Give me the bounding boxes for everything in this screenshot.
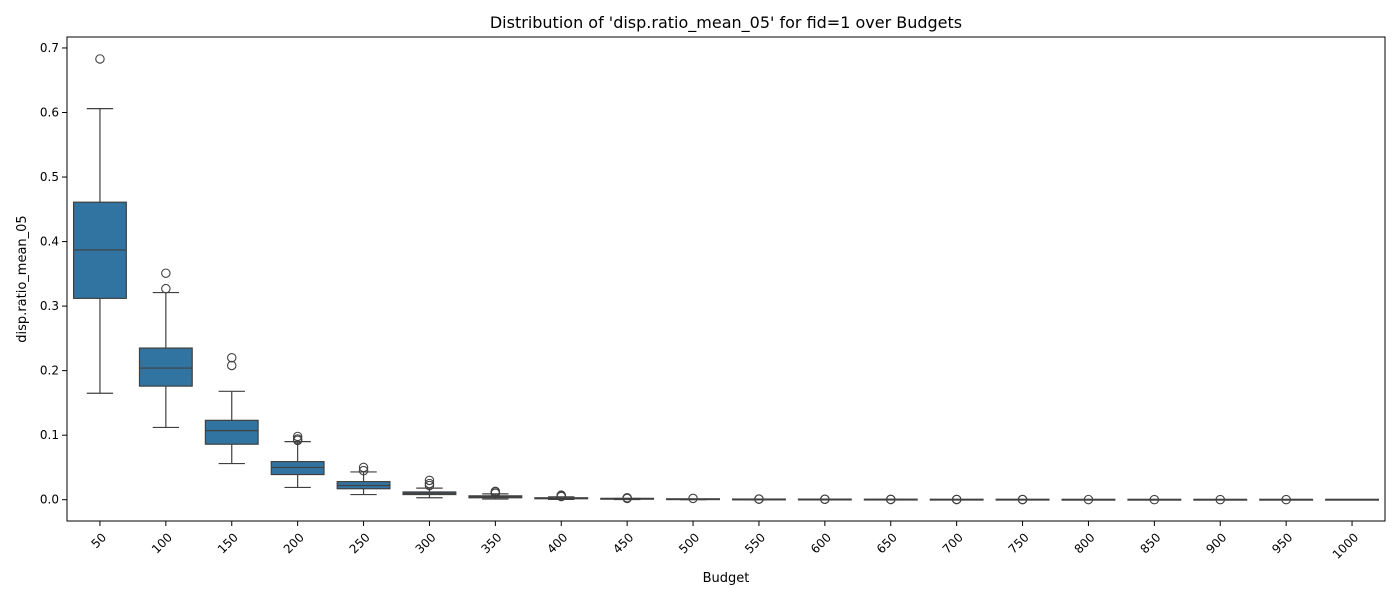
outlier-point xyxy=(358,465,369,476)
x-tick-label: 150 xyxy=(215,530,241,556)
box-700 xyxy=(929,494,984,505)
outlier-point xyxy=(1083,494,1094,505)
x-tick-label: 700 xyxy=(940,530,966,556)
x-tick-label: 750 xyxy=(1006,530,1032,556)
iqr-box xyxy=(270,461,325,476)
x-tick-label: 200 xyxy=(281,530,307,556)
outlier-point xyxy=(95,54,105,64)
x-tick-label: 400 xyxy=(544,530,570,556)
x-tick-label: 550 xyxy=(742,530,768,556)
box-900 xyxy=(1193,494,1248,505)
box-200 xyxy=(270,431,325,489)
box-350 xyxy=(468,486,523,500)
boxes-group xyxy=(72,54,1380,505)
box-850 xyxy=(1127,494,1182,505)
outlier-point xyxy=(161,283,171,294)
outlier-point xyxy=(1215,494,1226,505)
outlier-point xyxy=(951,494,962,505)
x-axis: 50 100 150 200 250 300 350 400 450 500 550 600 650 70… xyxy=(88,521,1361,562)
x-tick-label: 250 xyxy=(347,530,373,556)
y-tick-label: 0.1 xyxy=(40,428,59,442)
y-axis-label: disp.ratio_mean_05 xyxy=(15,215,30,342)
outlier-point xyxy=(358,462,369,473)
box-300 xyxy=(402,475,457,499)
y-tick-label: 0.7 xyxy=(40,41,59,55)
outlier-point xyxy=(1149,494,1160,505)
x-tick-label: 1000 xyxy=(1330,530,1361,561)
outlier-point xyxy=(161,268,171,278)
x-tick-label: 900 xyxy=(1203,530,1229,556)
outlier-point xyxy=(227,352,237,363)
iqr-box xyxy=(138,347,193,387)
box-950 xyxy=(1259,494,1314,505)
x-tick-label: 650 xyxy=(874,530,900,556)
box-800 xyxy=(1061,494,1116,505)
x-tick-label: 50 xyxy=(88,530,109,551)
x-tick-label: 800 xyxy=(1072,530,1098,556)
x-tick-label: 500 xyxy=(676,530,702,556)
box-450 xyxy=(600,493,655,504)
x-tick-label: 850 xyxy=(1137,530,1163,556)
outlier-point xyxy=(292,434,303,444)
x-tick-label: 950 xyxy=(1269,530,1295,556)
outlier-point xyxy=(490,486,501,497)
x-tick-label: 100 xyxy=(149,530,175,556)
box-250 xyxy=(336,462,391,496)
box-550 xyxy=(731,494,786,504)
box-100 xyxy=(138,268,193,429)
outlier-point xyxy=(754,494,764,504)
outlier-point xyxy=(556,490,566,500)
box-650 xyxy=(863,494,918,505)
box-600 xyxy=(797,494,852,505)
y-tick-label: 0.2 xyxy=(40,364,59,378)
outlier-point xyxy=(1281,494,1291,505)
outlier-point xyxy=(688,493,698,504)
y-tick-label: 0.5 xyxy=(40,170,59,184)
x-tick-label: 350 xyxy=(478,530,504,556)
y-tick-label: 0.4 xyxy=(40,235,59,249)
x-tick-label: 600 xyxy=(808,530,834,556)
outlier-point xyxy=(292,431,303,442)
outlier-point xyxy=(227,360,237,371)
x-tick-label: 300 xyxy=(413,530,439,556)
box-50 xyxy=(72,54,127,394)
box-150 xyxy=(204,352,259,465)
x-tick-label: 450 xyxy=(610,530,636,556)
outlier-point xyxy=(424,478,435,489)
iqr-box xyxy=(204,419,259,445)
outlier-point xyxy=(622,493,632,503)
y-tick-label: 0.6 xyxy=(40,106,59,120)
box-500 xyxy=(666,493,721,504)
outlier-point xyxy=(424,475,435,486)
y-tick-label: 0.3 xyxy=(40,299,59,313)
outlier-point xyxy=(1017,494,1028,505)
box-750 xyxy=(995,494,1050,505)
box-1000 xyxy=(1325,498,1380,501)
plot-area-frame xyxy=(66,36,1386,522)
outlier-point xyxy=(820,494,830,504)
y-tick-label: 0.0 xyxy=(40,493,59,507)
chart-title: Distribution of 'disp.ratio_mean_05' for… xyxy=(490,13,962,33)
outlier-point xyxy=(885,494,896,505)
y-axis: 0.0 0.1 0.2 0.3 0.4 0.5 0.6 0.7 xyxy=(40,41,67,507)
box-400 xyxy=(534,490,589,502)
x-axis-label: Budget xyxy=(703,571,750,586)
